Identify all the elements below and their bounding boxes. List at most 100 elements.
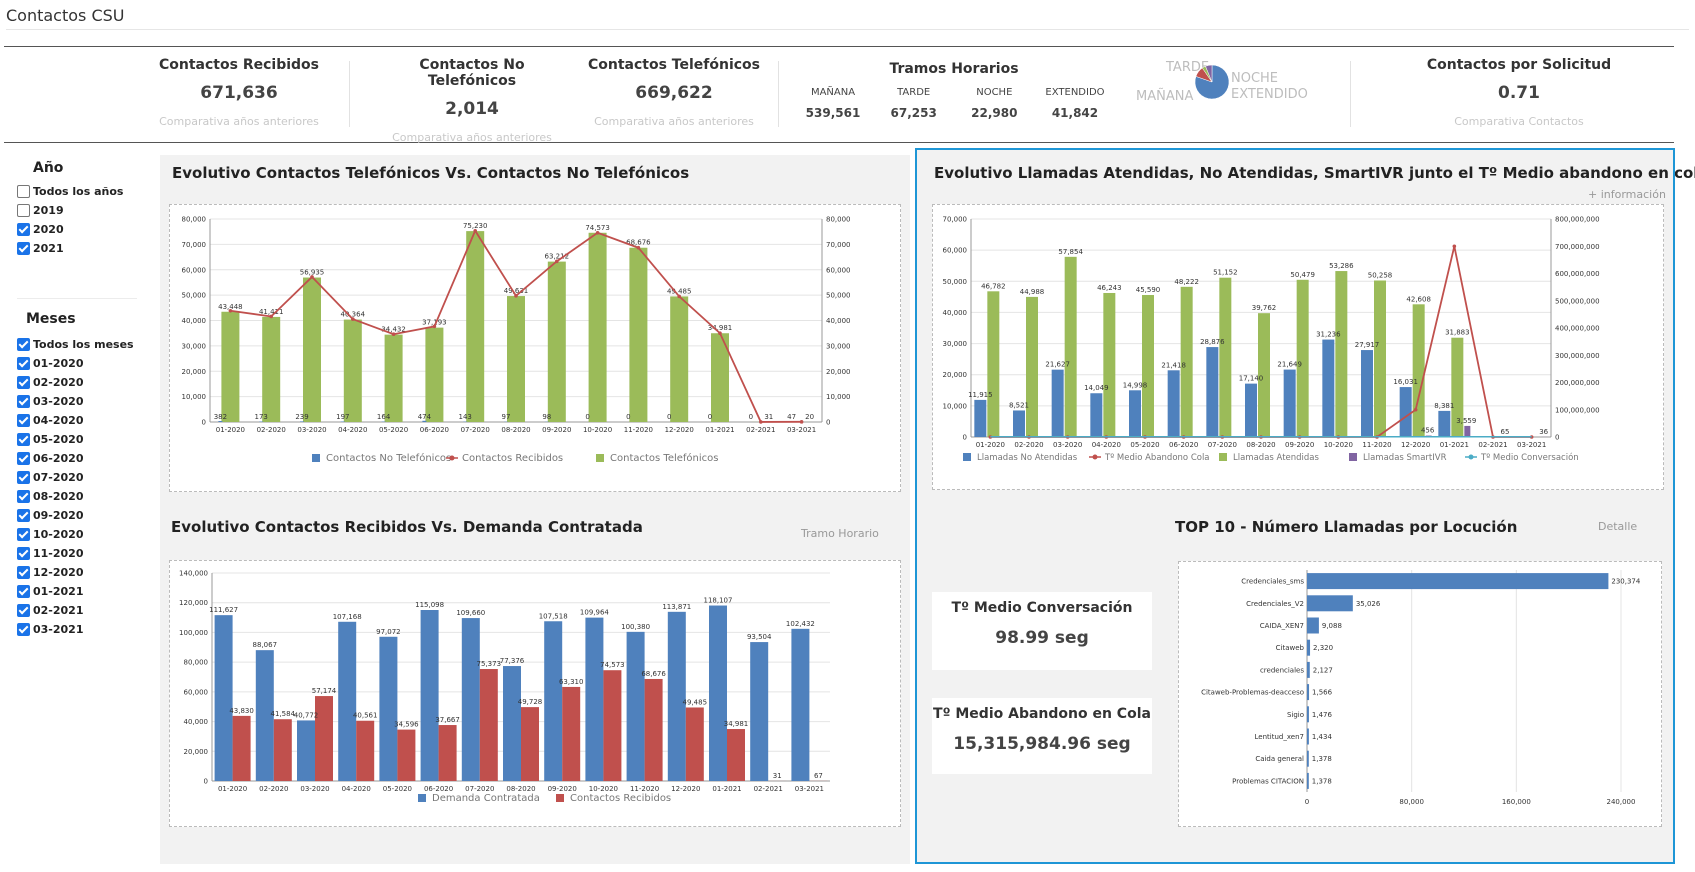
bar-locucion xyxy=(1307,639,1311,656)
data-label-locucion: 2,127 xyxy=(1313,666,1333,674)
month-checkbox[interactable] xyxy=(17,528,30,541)
data-label-locucion: 35,026 xyxy=(1356,600,1381,608)
year-option[interactable]: 2019 xyxy=(17,201,137,220)
month-checkbox[interactable] xyxy=(17,357,30,370)
month-checkbox[interactable] xyxy=(17,490,30,503)
data-label-atendidas: 42,608 xyxy=(1406,295,1431,303)
month-checkbox[interactable] xyxy=(17,433,30,446)
bar-no-atendidas xyxy=(1051,369,1064,437)
tramos-pie-chart[interactable] xyxy=(1194,64,1230,100)
data-label-no-telefonicos: 97 xyxy=(502,413,511,421)
year-checkbox[interactable] xyxy=(17,242,30,255)
month-filter-list: Todos los meses 01-2020 02-2020 03-2020 04-2… xyxy=(17,335,137,639)
bar-recibidos xyxy=(562,686,581,781)
chart-demanda[interactable]: 020,00040,00060,00080,000100,000120,0001… xyxy=(170,561,900,826)
bar-locucion xyxy=(1307,706,1309,723)
data-label-recibidos: 74,573 xyxy=(600,661,625,669)
month-checkbox[interactable] xyxy=(17,338,30,351)
bar-recibidos xyxy=(644,678,663,781)
panel-title-demanda: Evolutivo Contactos Recibidos Vs. Demand… xyxy=(171,518,643,536)
month-option[interactable]: 11-2020 xyxy=(17,544,137,563)
year-filter-list: Todos los años 2019 2020 2021 xyxy=(17,182,137,258)
month-option[interactable]: 01-2020 xyxy=(17,354,137,373)
data-label-no-telefonicos: 143 xyxy=(459,413,472,421)
month-option[interactable]: 03-2020 xyxy=(17,392,137,411)
bar-recibidos xyxy=(685,707,704,781)
month-checkbox[interactable] xyxy=(17,471,30,484)
point-abandono xyxy=(1452,244,1457,249)
y-tick-label: 80,000 xyxy=(184,659,209,667)
month-option[interactable]: 10-2020 xyxy=(17,525,137,544)
data-label-no-telefonicos: 0 xyxy=(749,413,753,421)
month-checkbox[interactable] xyxy=(17,585,30,598)
y-tick-label: 10,000 xyxy=(943,402,968,410)
data-label-telefonicos: 34,432 xyxy=(381,326,406,334)
chart-llamadas[interactable]: 0 10,000 20,000 30,000 40,000 50,000 60,000 70,… xyxy=(933,205,1663,489)
x-tick-label: 02-2021 xyxy=(746,426,775,434)
kpi-recibidos-link[interactable]: Comparativa años anteriores xyxy=(159,115,319,128)
tramos-grid: MAÑANA 539,561 TARDE 67,253 NOCHE 22,980… xyxy=(794,87,1114,120)
category-label: Credenciales_V2 xyxy=(1246,600,1304,608)
x-tick-label: 05-2020 xyxy=(383,785,412,793)
bar-telefonicos xyxy=(547,261,566,422)
bar-locucion xyxy=(1307,772,1309,789)
month-checkbox[interactable] xyxy=(17,566,30,579)
bar-locucion xyxy=(1307,595,1353,612)
month-option[interactable]: 04-2020 xyxy=(17,411,137,430)
kpi-divider xyxy=(349,61,350,127)
month-checkbox[interactable] xyxy=(17,414,30,427)
month-checkbox[interactable] xyxy=(17,395,30,408)
month-option[interactable]: 06-2020 xyxy=(17,449,137,468)
month-option[interactable]: Todos los meses xyxy=(17,335,137,354)
month-checkbox[interactable] xyxy=(17,547,30,560)
point-recibidos xyxy=(391,332,396,337)
y-tick-label: 120,000 xyxy=(179,599,208,607)
tramo-value: 539,561 xyxy=(805,106,861,120)
x-tick-label: 09-2020 xyxy=(548,785,577,793)
month-option[interactable]: 05-2020 xyxy=(17,430,137,449)
bar-no-atendidas xyxy=(1167,370,1180,437)
x-tick-label: 160,000 xyxy=(1502,798,1531,806)
chart-telefonicos[interactable]: 0 10,000 20,000 30,000 40,000 50,000 60,000 70,… xyxy=(170,205,900,491)
tramo-horario-link[interactable]: Tramo Horario xyxy=(801,527,879,540)
month-option[interactable]: 09-2020 xyxy=(17,506,137,525)
kpi-no-telefonicos-link[interactable]: Comparativa años anteriores xyxy=(392,131,552,144)
data-label-demanda: 88,067 xyxy=(253,641,277,649)
month-checkbox[interactable] xyxy=(17,376,30,389)
month-option[interactable]: 02-2020 xyxy=(17,373,137,392)
data-label-telefonicos: 20 xyxy=(805,413,814,421)
kpi-solicitud-link[interactable]: Comparativa Contactos xyxy=(1454,115,1584,128)
chart-top10[interactable]: 0 80,000 160,000 240,000 Credenciales_sms 230… xyxy=(1179,562,1661,826)
bar-atendidas xyxy=(1451,337,1464,437)
year-option[interactable]: 2020 xyxy=(17,220,137,239)
stat-conversacion-title: Tº Medio Conversación xyxy=(951,600,1133,616)
month-option[interactable]: 01-2021 xyxy=(17,582,137,601)
bar-smartivr xyxy=(1464,425,1471,437)
month-option[interactable]: 08-2020 xyxy=(17,487,137,506)
year-option[interactable]: 2021 xyxy=(17,239,137,258)
month-option[interactable]: 07-2020 xyxy=(17,468,137,487)
year-option[interactable]: Todos los años xyxy=(17,182,137,201)
year-checkbox[interactable] xyxy=(17,204,30,217)
kpi-telefonicos-link[interactable]: Comparativa años anteriores xyxy=(594,115,754,128)
detalle-link[interactable]: Detalle xyxy=(1598,520,1638,533)
data-label-recibidos: 57,174 xyxy=(312,687,337,695)
chart-telefonicos-container: 0 10,000 20,000 30,000 40,000 50,000 60,000 70,… xyxy=(169,204,901,492)
year-checkbox[interactable] xyxy=(17,185,30,198)
bar-demanda xyxy=(297,720,315,781)
bar-atendidas xyxy=(1258,313,1270,437)
month-checkbox[interactable] xyxy=(17,452,30,465)
month-checkbox[interactable] xyxy=(17,604,30,617)
month-checkbox[interactable] xyxy=(17,623,30,636)
month-option[interactable]: 03-2021 xyxy=(17,620,137,639)
data-label-no-atendidas: 28,876 xyxy=(1200,338,1225,346)
month-option[interactable]: 12-2020 xyxy=(17,563,137,582)
y-tick-label: 80,000 xyxy=(182,216,207,224)
y-tick-label: 30,000 xyxy=(182,342,207,350)
x-tick-label: 10-2020 xyxy=(583,426,612,434)
stat-abandono-value: 15,315,984.96 seg xyxy=(953,734,1131,754)
year-checkbox[interactable] xyxy=(17,223,30,236)
month-checkbox[interactable] xyxy=(17,509,30,522)
mas-informacion-link[interactable]: + información xyxy=(1588,188,1666,201)
month-option[interactable]: 02-2021 xyxy=(17,601,137,620)
